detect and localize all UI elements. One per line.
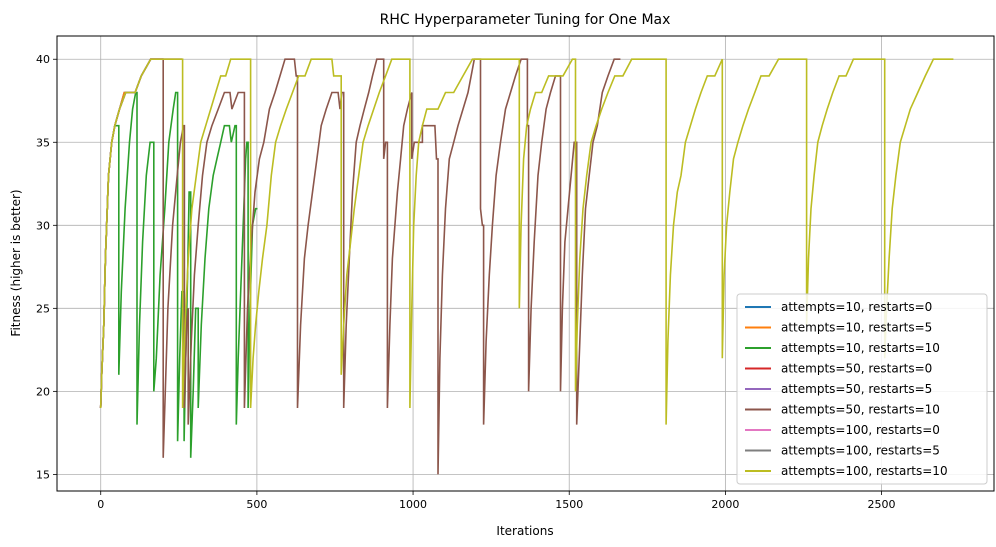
y-tick-label: 15 (36, 468, 50, 481)
series-line-6 (99, 58, 621, 475)
legend-label-9: attempts=100, restarts=10 (781, 464, 948, 478)
legend: attempts=10, restarts=0 attempts=10, rest… (736, 293, 988, 485)
y-tick-label: 30 (36, 219, 50, 232)
legend-label-6: attempts=50, restarts=10 (781, 403, 940, 417)
legend-label-8: attempts=100, restarts=5 (781, 444, 940, 458)
chart-title: RHC Hyperparameter Tuning for One Max (380, 12, 671, 28)
plot-frame (56, 35, 995, 492)
series-line-9 (99, 58, 954, 425)
x-tick-label: 2500 (868, 498, 896, 511)
x-tick-label: 2000 (711, 498, 739, 511)
legend-label-4: attempts=50, restarts=0 (781, 362, 932, 376)
y-tick-label: 25 (36, 302, 50, 315)
x-tick-label: 1000 (399, 498, 427, 511)
x-tick-label: 500 (246, 498, 267, 511)
plot-area: 0 500 1000 1500 2000 2500 15 20 25 30 35 40 (36, 35, 995, 511)
y-tick-label: 40 (36, 53, 50, 66)
y-tick-label: 20 (36, 385, 50, 398)
y-tick-label: 35 (36, 136, 50, 149)
legend-label-3: attempts=10, restarts=10 (781, 341, 940, 355)
legend-label-5: attempts=50, restarts=5 (781, 382, 932, 396)
x-axis-label: Iterations (496, 524, 553, 538)
legend-label-7: attempts=100, restarts=0 (781, 423, 940, 437)
legend-box (736, 293, 988, 485)
legend-label-2: attempts=10, restarts=5 (781, 321, 932, 335)
x-tick-label: 1500 (555, 498, 583, 511)
y-axis-label: Fitness (higher is better) (9, 189, 23, 336)
x-tick-label: 0 (97, 498, 104, 511)
legend-label-1: attempts=10, restarts=0 (781, 300, 932, 314)
